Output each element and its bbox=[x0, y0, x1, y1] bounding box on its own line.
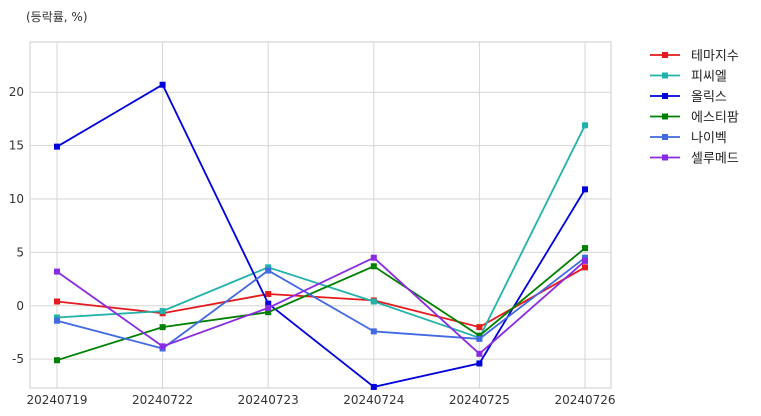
legend-marker bbox=[662, 93, 668, 99]
data-point bbox=[582, 186, 588, 193]
data-point bbox=[54, 357, 60, 364]
data-point bbox=[54, 298, 60, 305]
legend-marker bbox=[662, 154, 668, 161]
data-point bbox=[159, 81, 166, 88]
x-tick-label: 20240725 bbox=[449, 393, 510, 407]
data-point bbox=[265, 304, 272, 311]
data-point bbox=[54, 143, 60, 150]
data-point bbox=[54, 268, 60, 275]
data-point bbox=[476, 324, 483, 331]
data-point bbox=[265, 264, 272, 271]
data-point bbox=[265, 267, 272, 274]
legend-label: 테마지수 bbox=[691, 49, 739, 64]
legend-label: 셀루메드 bbox=[691, 152, 739, 167]
series-line bbox=[56, 247, 586, 362]
x-tick-label: 20240722 bbox=[132, 393, 193, 407]
x-tick-label: 20240719 bbox=[26, 393, 87, 407]
data-point bbox=[370, 298, 377, 305]
y-tick-label: 10 bbox=[9, 192, 24, 206]
data-point bbox=[159, 343, 166, 350]
data-point bbox=[370, 263, 377, 270]
data-point bbox=[54, 314, 60, 321]
data-point bbox=[582, 264, 588, 271]
legend-marker bbox=[662, 52, 668, 58]
legend-marker bbox=[662, 134, 668, 140]
data-point bbox=[370, 383, 377, 390]
data-point bbox=[370, 328, 377, 335]
series-line bbox=[56, 124, 586, 339]
x-tick-label: 20240726 bbox=[554, 393, 615, 407]
data-point bbox=[159, 308, 166, 315]
series-line bbox=[56, 256, 586, 356]
series-line bbox=[56, 83, 586, 388]
legend-label: 올릭스 bbox=[691, 90, 727, 105]
legend-label: 에스티팜 bbox=[691, 111, 739, 126]
x-tick-label: 20240724 bbox=[343, 393, 404, 407]
data-point bbox=[265, 291, 272, 298]
y-tick-label: 20 bbox=[9, 85, 24, 99]
data-point bbox=[265, 309, 272, 316]
y-tick-label: 0 bbox=[16, 299, 24, 313]
y-tick-label: 15 bbox=[9, 139, 24, 153]
legend-label: 나이벡 bbox=[691, 131, 727, 146]
plot-area bbox=[29, 41, 612, 389]
data-point bbox=[582, 257, 588, 264]
data-point bbox=[582, 254, 588, 261]
legend-marker bbox=[662, 113, 668, 120]
unit-label: (등락률, %) bbox=[26, 10, 88, 24]
data-point bbox=[370, 254, 377, 261]
series-line bbox=[56, 266, 586, 329]
data-point bbox=[476, 335, 483, 342]
data-point bbox=[265, 300, 272, 307]
data-point bbox=[582, 122, 588, 129]
y-tick-label: 5 bbox=[16, 245, 24, 259]
y-tick-label: -5 bbox=[12, 352, 24, 366]
data-point bbox=[476, 332, 483, 339]
data-point bbox=[476, 360, 483, 367]
data-point bbox=[582, 245, 588, 252]
data-point bbox=[476, 350, 483, 357]
series-line bbox=[56, 256, 586, 350]
x-tick-label: 20240723 bbox=[238, 393, 299, 407]
legend-label: 피씨엘 bbox=[691, 70, 727, 85]
data-point bbox=[54, 317, 60, 324]
legend-marker bbox=[662, 72, 668, 79]
data-point bbox=[159, 324, 166, 331]
